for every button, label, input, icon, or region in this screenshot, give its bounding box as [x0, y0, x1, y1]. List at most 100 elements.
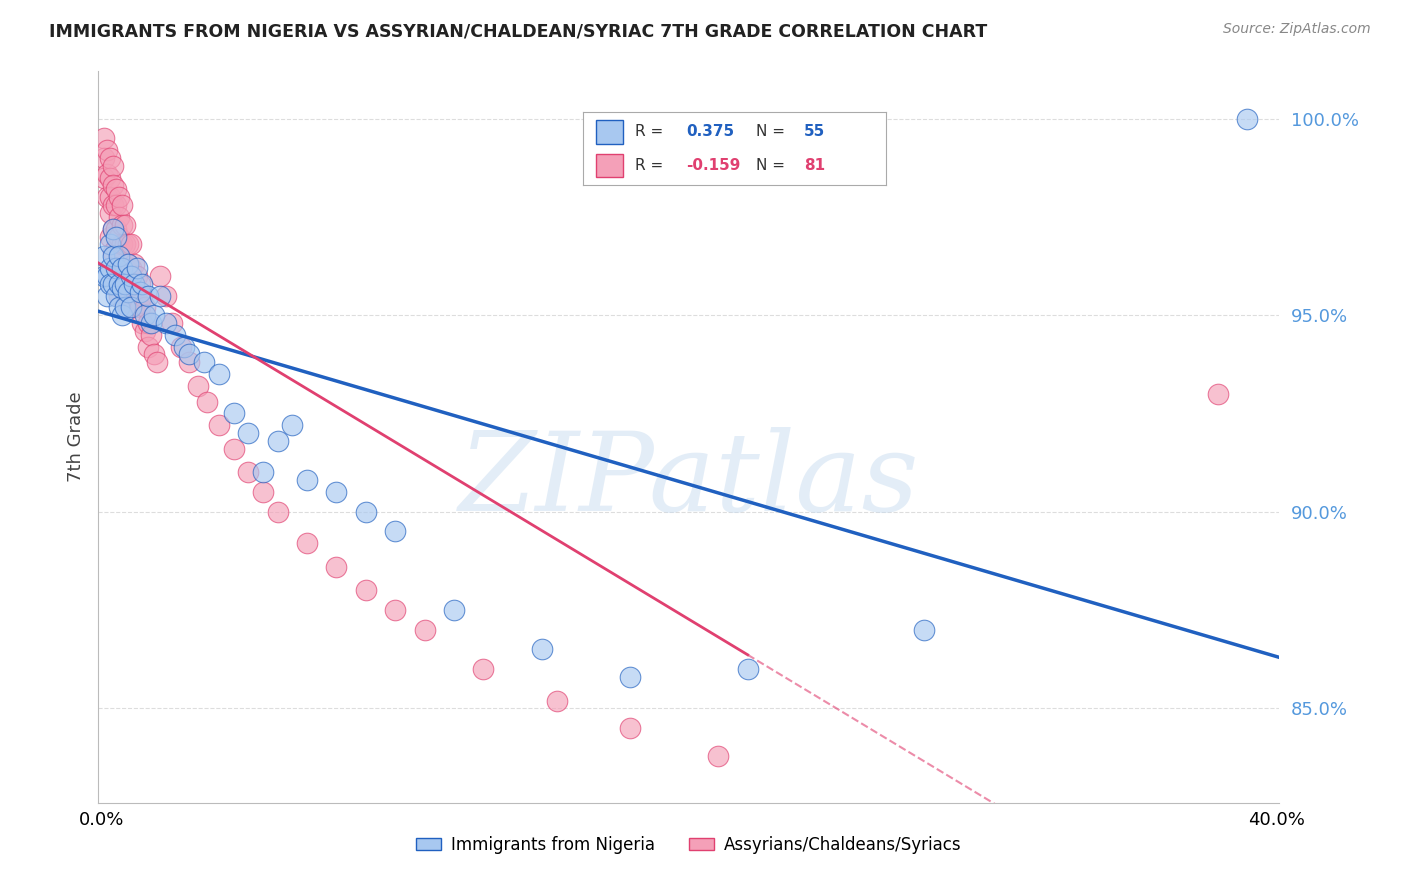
- Point: [105, 198, 128, 212]
- Point: [96, 143, 118, 157]
- Point: [138, 316, 160, 330]
- Point: [146, 355, 169, 369]
- Point: [105, 260, 128, 275]
- Point: [443, 603, 465, 617]
- Point: [266, 434, 288, 448]
- Point: [98, 260, 121, 275]
- Point: [160, 316, 183, 330]
- Legend: Immigrants from Nigeria, Assyrians/Chaldeans/Syriacs: Immigrants from Nigeria, Assyrians/Chald…: [409, 829, 969, 860]
- Point: [114, 301, 136, 315]
- Point: [149, 268, 172, 283]
- Point: [101, 159, 124, 173]
- Bar: [596, 120, 623, 144]
- Point: [117, 277, 139, 291]
- Point: [193, 355, 215, 369]
- Point: [295, 473, 318, 487]
- Point: [101, 249, 124, 263]
- Point: [120, 237, 142, 252]
- Point: [155, 288, 177, 302]
- Point: [472, 662, 495, 676]
- Point: [222, 407, 245, 421]
- Point: [546, 693, 568, 707]
- Point: [384, 524, 406, 539]
- Point: [98, 206, 121, 220]
- Point: [114, 277, 136, 291]
- Point: [108, 190, 131, 204]
- Point: [1236, 112, 1258, 126]
- Point: [108, 277, 131, 291]
- Point: [114, 260, 136, 275]
- Text: 0.375: 0.375: [686, 125, 734, 139]
- Point: [101, 198, 124, 212]
- Point: [134, 324, 156, 338]
- Point: [111, 280, 134, 294]
- Point: [120, 260, 142, 275]
- Point: [143, 308, 166, 322]
- Point: [117, 257, 139, 271]
- Point: [179, 347, 201, 361]
- Point: [114, 218, 136, 232]
- Point: [354, 505, 377, 519]
- Point: [114, 237, 136, 252]
- Point: [93, 268, 115, 283]
- Point: [354, 583, 377, 598]
- Text: N =: N =: [756, 125, 790, 139]
- Point: [117, 257, 139, 271]
- Point: [143, 347, 166, 361]
- Point: [98, 190, 121, 204]
- Point: [134, 308, 156, 322]
- Point: [155, 316, 177, 330]
- Point: [122, 277, 145, 291]
- Point: [117, 285, 139, 299]
- Point: [141, 327, 163, 342]
- Point: [101, 178, 124, 193]
- Point: [117, 237, 139, 252]
- Point: [238, 426, 260, 441]
- Text: N =: N =: [756, 158, 790, 173]
- Point: [98, 170, 121, 185]
- Text: IMMIGRANTS FROM NIGERIA VS ASSYRIAN/CHALDEAN/SYRIAC 7TH GRADE CORRELATION CHART: IMMIGRANTS FROM NIGERIA VS ASSYRIAN/CHAL…: [49, 22, 987, 40]
- Point: [108, 210, 131, 224]
- Point: [93, 131, 115, 145]
- Point: [173, 340, 195, 354]
- Point: [111, 237, 134, 252]
- Point: [138, 340, 160, 354]
- Point: [111, 198, 134, 212]
- Point: [96, 167, 118, 181]
- Point: [238, 466, 260, 480]
- Text: R =: R =: [636, 125, 668, 139]
- Point: [125, 260, 148, 275]
- Point: [325, 559, 347, 574]
- Point: [125, 293, 148, 307]
- Point: [101, 245, 124, 260]
- Point: [179, 355, 201, 369]
- Point: [108, 268, 131, 283]
- Text: ZIPatlas: ZIPatlas: [458, 427, 920, 534]
- Point: [105, 221, 128, 235]
- Text: -0.159: -0.159: [686, 158, 741, 173]
- Point: [295, 536, 318, 550]
- Point: [101, 277, 124, 291]
- Point: [105, 241, 128, 255]
- Point: [138, 288, 160, 302]
- Point: [114, 285, 136, 299]
- Point: [120, 285, 142, 299]
- Point: [266, 505, 288, 519]
- Point: [105, 260, 128, 275]
- Point: [111, 308, 134, 322]
- Point: [707, 748, 730, 763]
- Y-axis label: 7th Grade: 7th Grade: [66, 392, 84, 483]
- Point: [131, 277, 153, 291]
- Point: [98, 237, 121, 252]
- Point: [252, 466, 274, 480]
- Point: [128, 277, 150, 291]
- Point: [105, 288, 128, 302]
- Point: [134, 301, 156, 315]
- Point: [208, 418, 231, 433]
- Point: [128, 285, 150, 299]
- Point: [108, 301, 131, 315]
- Point: [149, 288, 172, 302]
- Point: [96, 288, 118, 302]
- Point: [252, 485, 274, 500]
- Text: 81: 81: [804, 158, 825, 173]
